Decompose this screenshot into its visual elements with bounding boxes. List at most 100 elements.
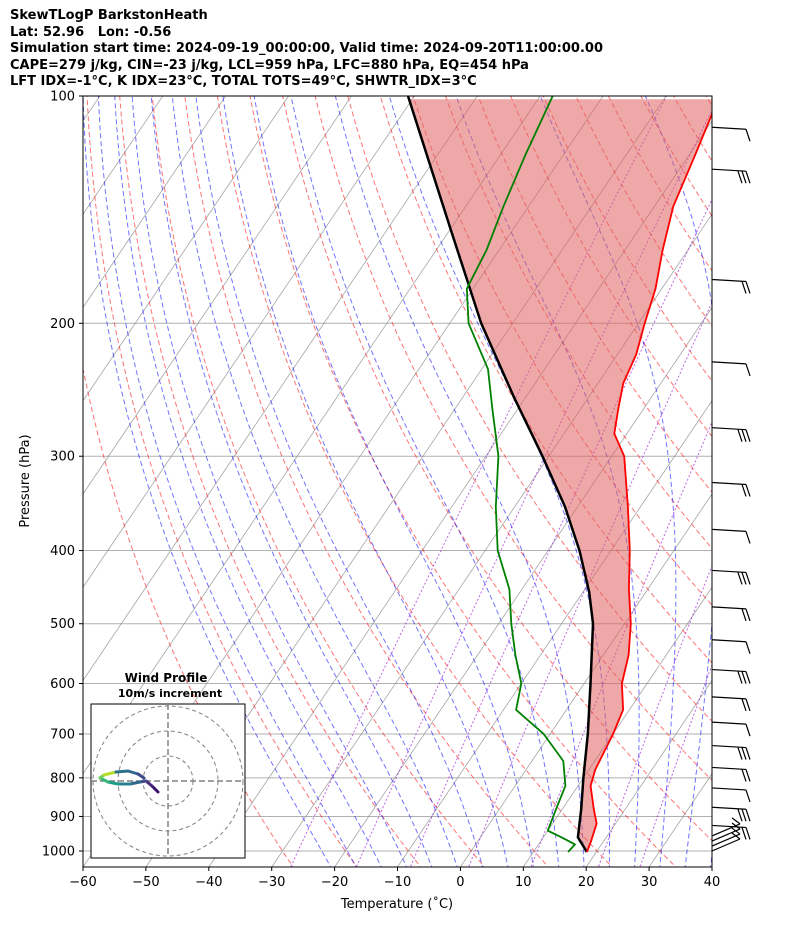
hodograph-segment [126, 769, 140, 776]
x-axis-label: Temperature (˚C) [340, 896, 453, 912]
hodograph-segment [114, 769, 130, 774]
x-tick-label: −30 [258, 875, 285, 890]
hodograph-segment [102, 770, 118, 777]
indices-line-1: CAPE=279 j/kg, CIN=-23 j/kg, LCL=959 hPa… [10, 57, 529, 73]
dry-adiabat [151, 96, 486, 867]
wind-barb-shaft [711, 481, 751, 497]
wind-barb-shaft [711, 721, 751, 737]
y-tick-label: 200 [50, 317, 75, 332]
isotherm [83, 96, 227, 309]
dry-adiabat [739, 96, 794, 870]
isotherm [585, 679, 712, 867]
wind-barb-shaft [711, 278, 751, 294]
wind-barb [711, 806, 751, 822]
x-tick-label: 0 [456, 875, 464, 890]
moist-adiabat [150, 96, 433, 867]
temperature-line [586, 111, 712, 853]
y-tick-label: 800 [50, 771, 75, 786]
hodograph-segment [136, 772, 146, 780]
wind-barb-shaft [711, 126, 751, 142]
cape-cin-fill [409, 99, 712, 852]
wind-barb-shaft [711, 696, 751, 712]
dry-adiabat [216, 96, 613, 867]
times-line: Simulation start time: 2024-09-19_00:00:… [10, 41, 603, 56]
wind-barbs [711, 126, 751, 852]
wind-barb [711, 361, 751, 377]
moist-adiabat [222, 96, 509, 867]
isotherm [773, 79, 794, 870]
hodograph [91, 704, 245, 858]
wind-barb [711, 824, 751, 840]
mixing-ratio-line [468, 301, 712, 867]
x-tick-label: −20 [321, 875, 348, 890]
isotherm [83, 96, 164, 215]
wind-barb-shaft [711, 569, 751, 585]
moist-adiabat [171, 96, 458, 867]
isotherm [83, 96, 290, 402]
wind-barb-shaft [711, 528, 751, 544]
wind-barb [711, 668, 751, 684]
isotherm [83, 96, 415, 588]
dewpoint-line [465, 96, 576, 853]
x-tick-label: 10 [515, 875, 532, 890]
y-tick-label: 900 [50, 810, 75, 825]
indices-line-2: LFT IDX=-1°C, K IDX=23°C, TOTAL TOTS=49°… [10, 74, 477, 89]
x-tick-label: −40 [195, 875, 222, 890]
dry-adiabat [771, 96, 794, 870]
x-tick-label: 40 [704, 875, 721, 890]
dry-adiabat [314, 96, 712, 782]
y-tick-label: 300 [50, 450, 75, 465]
wind-barb-shaft [711, 168, 751, 184]
wind-barb [711, 569, 751, 585]
wind-barb-shaft [711, 817, 741, 837]
chart-header: SkewTLogP BarkstonHeath Lat: 52.96 Lon: … [10, 8, 603, 91]
dry-adiabat [249, 96, 677, 867]
isotherm [397, 400, 712, 867]
moist-adiabat [131, 96, 408, 867]
axis-ticks: −60 −50 −40 −30 −20 −10 0 10 20 30 40 100 200 300 400 5… [42, 90, 720, 891]
location-line: Lat: 52.96 Lon: -0.56 [10, 24, 172, 40]
wind-barb [711, 528, 751, 544]
wind-barb [711, 721, 751, 737]
dry-adiabat [510, 96, 712, 438]
chart-title: SkewTLogP BarkstonHeath [10, 8, 208, 23]
wind-profile-subtitle: 10m/s increment [118, 687, 222, 700]
dry-adiabat [86, 96, 358, 867]
isotherm [711, 866, 712, 867]
wind-barb [711, 606, 751, 622]
wind-barb [711, 278, 751, 294]
dry-adiabat [477, 96, 712, 493]
wind-barb [711, 817, 741, 837]
y-tick-label: 700 [50, 728, 75, 743]
moist-adiabat [290, 96, 560, 867]
wind-profile-inset: Wind Profile 10m/s increment [90, 671, 246, 859]
wind-barb [711, 766, 751, 782]
moist-adiabat [334, 96, 585, 867]
moist-adiabat [97, 96, 357, 867]
moist-adiabat [253, 96, 534, 867]
wind-barb [711, 744, 751, 760]
wind-barb-shaft [711, 787, 751, 803]
wind-barb [711, 168, 751, 184]
wind-barb-shaft [711, 668, 751, 684]
moist-adiabat [83, 96, 332, 867]
moist-adiabat [195, 96, 484, 867]
mixing-ratio-line [639, 663, 712, 867]
wind-profile-title: Wind Profile [125, 671, 208, 685]
y-axis-label: Pressure (hPa) [18, 434, 33, 527]
hodograph-segment [128, 780, 142, 786]
x-tick-label: −10 [384, 875, 411, 890]
wind-barb [711, 481, 751, 497]
wind-barb [711, 639, 751, 654]
isotherm [271, 213, 712, 867]
hodograph-segment [106, 780, 120, 786]
y-tick-label: 1000 [42, 845, 75, 860]
wind-barb [711, 427, 751, 442]
wind-barb-shaft [711, 824, 751, 840]
x-tick-label: −50 [132, 875, 159, 890]
y-tick-label: 600 [50, 677, 75, 692]
parcel-path-line [406, 96, 595, 853]
wind-barb-shaft [711, 744, 751, 760]
dry-adiabat [673, 96, 712, 162]
